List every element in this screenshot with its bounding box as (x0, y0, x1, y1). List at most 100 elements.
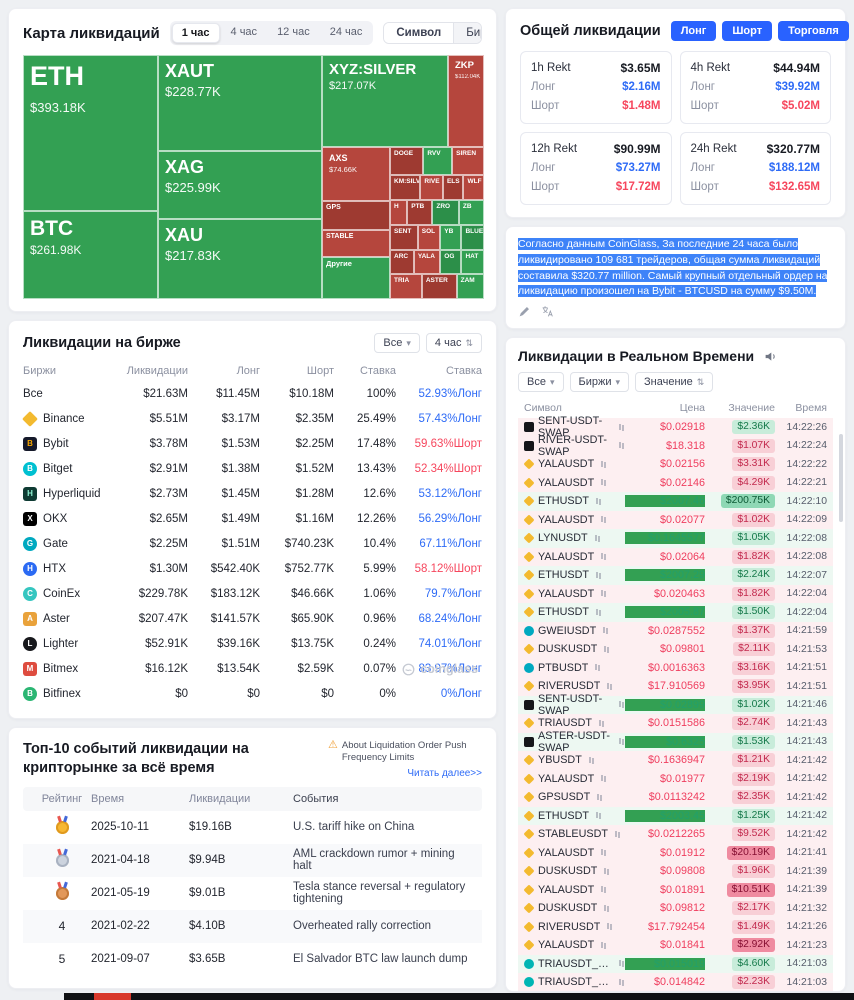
treemap-cell-rvv[interactable]: RVV (423, 147, 453, 175)
treemap-cell-ptb[interactable]: PTB (407, 200, 433, 225)
treemap-cell-zam[interactable]: ZAM (456, 274, 484, 299)
kline-icon[interactable] (606, 682, 613, 691)
exchange-row[interactable]: Binance $5.51M $3.17M $2.35M 25.49% 57.4… (22, 406, 482, 431)
liquidation-row[interactable]: RIVER-USDT-SWAP $18.318 $1.07K 14:22:24 (518, 434, 833, 458)
exchange-row[interactable]: B Bybit $3.78M $1.53M $2.25M 17.48% 59.63… (23, 431, 482, 456)
action-button[interactable]: Торговля (778, 21, 849, 41)
kline-icon[interactable] (600, 552, 607, 561)
treemap-cell-doge[interactable]: DOGE (390, 147, 424, 175)
kline-icon[interactable] (595, 811, 602, 820)
event-row[interactable]: 4 2021-02-22 $4.10B Overheated rally cor… (23, 909, 482, 943)
treemap-cell-zro[interactable]: ZRO (432, 200, 459, 225)
exchange-row[interactable]: X OKX $2.65M $1.49M $1.16M 12.26% 56.29%Л… (23, 506, 482, 531)
liquidation-row[interactable]: TRIAUSDT_UMCBL $0.015019 $4.60K 14:21:03 (518, 954, 833, 973)
exchange-row[interactable]: A Aster $207.47K $141.57K $65.90K 0.96% 6… (23, 606, 482, 631)
treemap-cell-axs[interactable]: AXS $74.66K (322, 147, 390, 201)
kline-icon[interactable] (618, 737, 625, 746)
treemap-cell-els[interactable]: ELS (442, 175, 464, 200)
liquidation-row[interactable]: YALAUSDT $0.01912 $20.19K 14:21:41 (518, 843, 833, 862)
kline-icon[interactable] (600, 885, 607, 894)
treemap-cell-og[interactable]: OG (440, 250, 462, 274)
action-button[interactable]: Лонг (670, 21, 717, 41)
liquidation-row[interactable]: YALAUSDT $0.020463 $1.82K 14:22:04 (518, 584, 833, 603)
liquidation-row[interactable]: YBUSDT $0.1636947 $1.21K 14:21:42 (518, 751, 833, 770)
treemap-cell-zkp[interactable]: ZKP $112.04K (448, 55, 484, 147)
treemap-cell-yala[interactable]: YALA (413, 250, 441, 274)
event-row[interactable]: 5 2021-09-07 $3.65B El Salvador BTC law … (23, 943, 482, 976)
liquidation-row[interactable]: ETHUSDT $2007.29 $2.24K 14:22:07 (518, 566, 833, 585)
kline-icon[interactable] (600, 460, 607, 469)
liquidation-row[interactable]: STABLEUSDT $0.0212265 $9.52K 14:21:42 (518, 825, 833, 844)
kline-icon[interactable] (600, 848, 607, 857)
kline-icon[interactable] (595, 497, 602, 506)
treemap-cell-stable[interactable]: STABLE (322, 230, 390, 257)
liquidation-row[interactable]: YALAUSDT $0.02077 $1.02K 14:22:09 (518, 510, 833, 529)
liquidation-row[interactable]: PTBUSDT $0.0016363 $3.16K 14:21:51 (518, 658, 833, 677)
exchange-row[interactable]: G Gate $2.25M $1.51M $740.23K 10.4% 67.11… (23, 531, 482, 556)
kline-icon[interactable] (603, 867, 610, 876)
event-row[interactable]: 2025-10-11 $19.16B U.S. tariff hike on C… (23, 811, 482, 844)
exchange-row[interactable]: Все $21.63M $11.45M $10.18M 100% 52.93%Л… (23, 381, 482, 406)
action-button[interactable]: Шорт (722, 21, 773, 41)
treemap-cell-aster[interactable]: ASTER (421, 274, 457, 299)
scrollbar-thumb[interactable] (839, 434, 843, 522)
kline-icon[interactable] (606, 922, 613, 931)
filter-select[interactable]: Все (518, 372, 564, 392)
treemap-cell-wlf[interactable]: WLF (463, 175, 484, 200)
kline-icon[interactable] (600, 515, 607, 524)
treemap-cell-xag[interactable]: XAG $225.99K (158, 151, 322, 219)
liquidation-row[interactable]: ETHUSDT $2003.45 $1.25K 14:21:42 (518, 806, 833, 825)
kline-icon[interactable] (595, 571, 602, 580)
kline-icon[interactable] (614, 830, 621, 839)
treemap-cell-others[interactable]: Другие (322, 257, 390, 299)
liquidation-row[interactable]: YALAUSDT $0.01977 $2.19K 14:21:42 (518, 769, 833, 788)
liquidation-row[interactable]: LYNUSDT $0.1645577 $1.05K 14:22:08 (518, 529, 833, 548)
exchange-filter-select[interactable]: Все (374, 333, 420, 353)
exchange-row[interactable]: B Bitget $2.91M $1.38M $1.52M 13.43% 52.3… (23, 456, 482, 481)
exchange-row[interactable]: L Lighter $52.91K $39.16K $13.75K 0.24% 7… (23, 631, 482, 656)
treemap-cell-xau[interactable]: XAU $217.83K (158, 219, 322, 299)
view-toggle-option[interactable]: Символ (384, 23, 454, 43)
liquidation-row[interactable]: YALAUSDT $0.01891 $10.51K 14:21:39 (518, 880, 833, 899)
liquidation-row[interactable]: ETHUSDT $2005.87 $1.50K 14:22:04 (518, 603, 833, 622)
kline-icon[interactable] (588, 756, 595, 765)
treemap-cell-tria[interactable]: TRIA (390, 274, 422, 299)
treemap-cell-xyz-silver[interactable]: XYZ:SILVER $217.07K (322, 55, 448, 147)
liquidation-row[interactable]: DUSKUSDT $0.09808 $1.96K 14:21:39 (518, 862, 833, 881)
liquidation-row[interactable]: SENT-USDT-SWAP $0.02899 $1.02K 14:21:46 (518, 693, 833, 717)
liquidation-row[interactable]: RIVERUSDT $17.785744 $4.04K 14:21:01 (518, 992, 833, 993)
exchange-row[interactable]: M Bitmex $16.12K $13.54K $2.59K 0.07% 83.… (23, 656, 482, 681)
filter-select[interactable]: Значение (635, 372, 714, 392)
kline-icon[interactable] (603, 645, 610, 654)
kline-icon[interactable] (594, 663, 601, 672)
translate-icon[interactable] (541, 305, 554, 318)
kline-icon[interactable] (618, 700, 625, 709)
event-row[interactable]: 2021-05-19 $9.01B Tesla stance reversal … (23, 877, 482, 910)
period-select[interactable]: 4 час (425, 333, 482, 353)
kline-icon[interactable] (596, 793, 603, 802)
liquidation-row[interactable]: DUSKUSDT $0.09812 $2.17K 14:21:32 (518, 899, 833, 918)
treemap-cell-rive[interactable]: RIVE (420, 175, 443, 200)
kline-icon[interactable] (600, 774, 607, 783)
liquidation-row[interactable]: RIVERUSDT $17.792454 $1.49K 14:21:26 (518, 917, 833, 936)
exchange-row[interactable]: B Bitfinex $0 $0 $0 0% 0%Лонг (23, 681, 482, 706)
kline-icon[interactable] (618, 978, 625, 987)
event-row[interactable]: 2021-04-18 $9.94B AML crackdown rumor + … (23, 843, 482, 877)
liquidation-row[interactable]: ASTER-USDT-SWAP $0.6325 $1.53K 14:21:43 (518, 730, 833, 754)
exchange-row[interactable]: H Hyperliquid $2.73M $1.45M $1.28M 12.6% … (23, 481, 482, 506)
kline-icon[interactable] (618, 441, 625, 450)
liquidation-row[interactable]: YALAUSDT $0.02156 $3.31K 14:22:22 (518, 455, 833, 474)
exchange-row[interactable]: H HTX $1.30M $542.40K $752.77K 5.99% 58.1… (23, 556, 482, 581)
kline-icon[interactable] (594, 534, 601, 543)
liquidation-row[interactable]: TRIAUSDT_UMCBL $0.014842 $2.23K 14:21:03 (518, 973, 833, 991)
liquidation-row[interactable]: SENT-USDT-SWAP $0.02918 $2.36K 14:22:26 (518, 415, 833, 439)
treemap-cell-sol[interactable]: SOL (417, 225, 441, 250)
liquidation-treemap[interactable]: ETH $393.18K BTC $261.98K XAUT $228.77K … (23, 55, 485, 299)
kline-icon[interactable] (618, 423, 625, 432)
kline-icon[interactable] (603, 904, 610, 913)
highlight-pen-icon[interactable] (518, 305, 531, 318)
treemap-cell-yb[interactable]: YB (440, 225, 462, 250)
liquidation-row[interactable]: GPSUSDT $0.0113242 $2.35K 14:21:42 (518, 788, 833, 807)
treemap-cell-h[interactable]: H (390, 200, 408, 225)
treemap-cell-siren[interactable]: SIREN (452, 147, 484, 175)
